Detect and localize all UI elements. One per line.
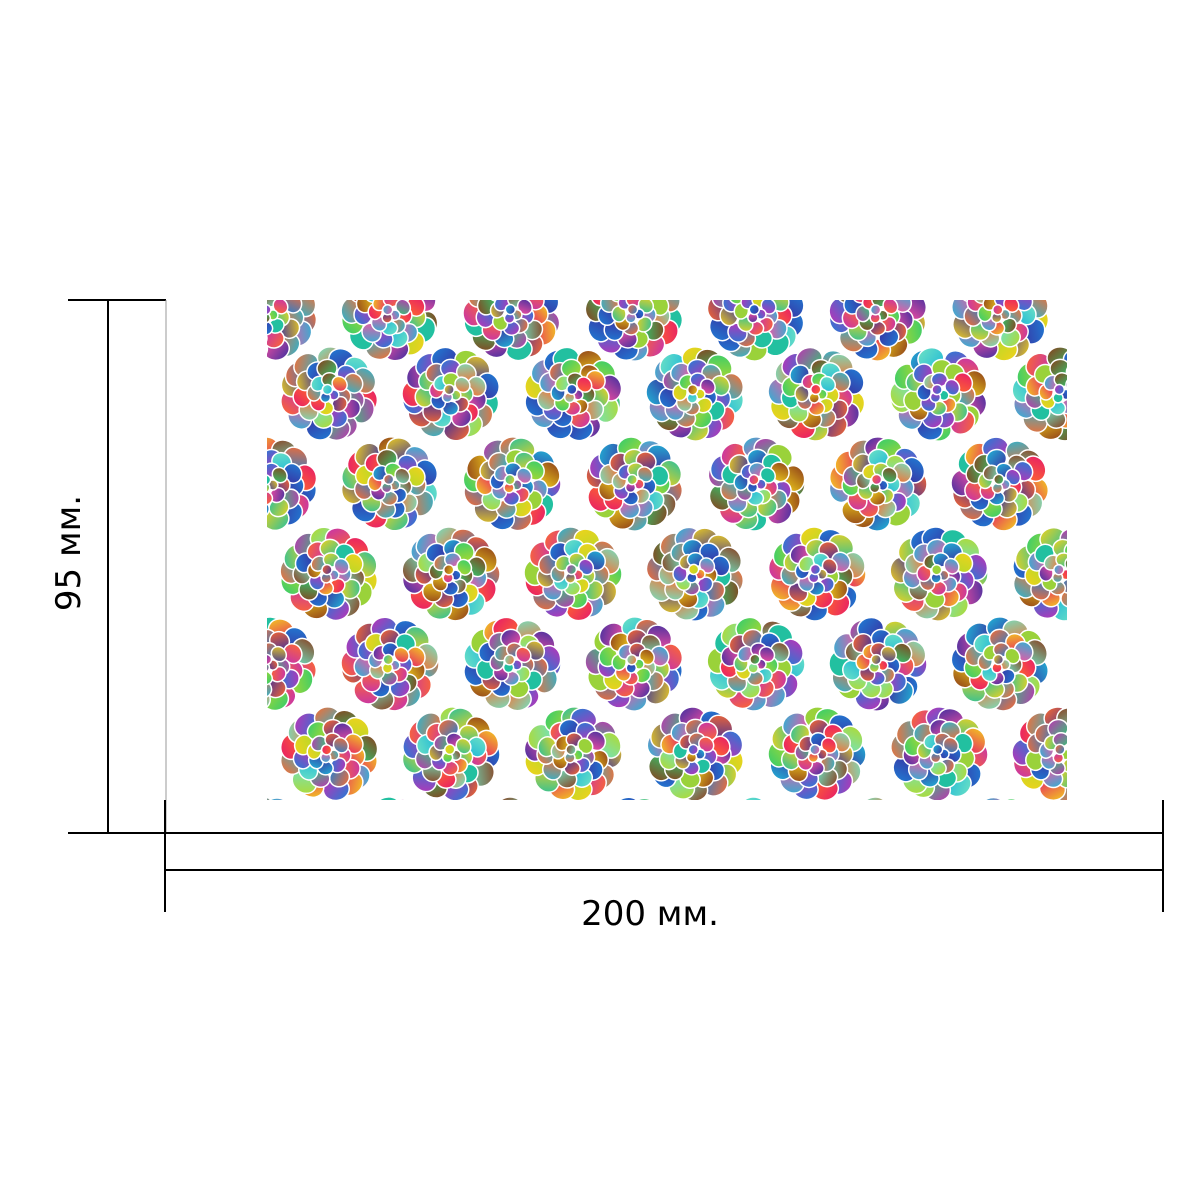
rose (523, 706, 623, 800)
rose (614, 796, 659, 800)
rose (1011, 706, 1067, 800)
rose (374, 796, 418, 800)
rose (483, 796, 540, 800)
rose (584, 616, 684, 712)
rose (401, 706, 501, 800)
rose (978, 796, 1027, 800)
rose (524, 346, 623, 442)
rose (828, 436, 928, 532)
rose (889, 526, 989, 622)
rose (645, 346, 745, 442)
rose (950, 616, 1049, 712)
rose-pattern (267, 300, 1067, 800)
rose (585, 436, 684, 532)
rose (279, 526, 379, 622)
rose (889, 346, 988, 442)
width-label: 200 мм. (581, 894, 719, 934)
rose (828, 300, 928, 362)
rose (267, 616, 318, 712)
rose (890, 706, 989, 800)
rose (279, 706, 379, 800)
rose (767, 346, 866, 442)
rose (767, 526, 867, 622)
rose (280, 346, 379, 442)
rose (1011, 346, 1067, 442)
rose (462, 436, 562, 532)
rose (646, 706, 744, 800)
rose (523, 526, 623, 622)
rose (1012, 526, 1067, 622)
rose (401, 346, 500, 442)
rose (739, 796, 785, 800)
height-label: 95 мм. (49, 495, 89, 611)
rose (951, 300, 1050, 362)
rose (706, 300, 805, 362)
rose (462, 300, 561, 362)
rose (340, 436, 439, 532)
rose (767, 706, 867, 800)
rose (267, 436, 318, 532)
rose (340, 300, 439, 362)
rose (267, 796, 292, 800)
rose (707, 436, 806, 532)
rose (950, 436, 1050, 532)
rose (463, 616, 562, 712)
rose (340, 616, 440, 712)
rose (267, 300, 318, 362)
rose (706, 616, 806, 712)
rose (828, 616, 928, 712)
rose (645, 526, 745, 622)
rose (584, 300, 684, 362)
rose (401, 526, 501, 622)
rose (849, 796, 908, 800)
